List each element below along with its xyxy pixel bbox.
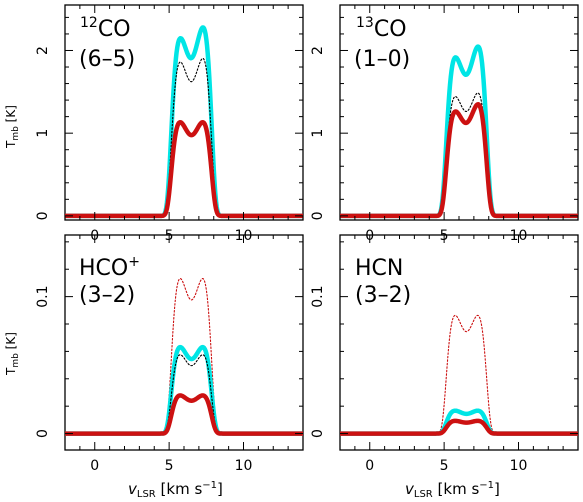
series-line-4: [65, 393, 303, 436]
series-line-3: [65, 119, 303, 219]
ticks-group: 0 5 10 0 0.1: [310, 235, 579, 474]
y-tick-label: 0.1: [35, 285, 51, 307]
y-tick-label: 0: [310, 211, 326, 220]
series-group: [65, 25, 303, 219]
x-tick-label: 5: [440, 458, 449, 474]
x-axis-label: vLSR [km s−1]: [405, 480, 500, 500]
series-line-2: [65, 57, 303, 217]
x-tick-label: 10: [510, 458, 528, 474]
series-line-3: [340, 418, 578, 436]
x-tick-label: 10: [235, 458, 253, 474]
transition-label: (3–2): [79, 283, 135, 308]
y-tick-label: 1: [310, 129, 326, 138]
molecule-label: 13CO: [356, 15, 407, 42]
transition-label: (6–5): [79, 47, 135, 72]
panel-hcn: 0 5 10 0 0.1 HCN (3–2) vLSR [km s−1]: [310, 234, 579, 500]
x-tick-label: 5: [165, 458, 174, 474]
y-tick-label: 2: [35, 46, 51, 55]
x-tick-label: 0: [90, 458, 99, 474]
series-line-2: [65, 344, 303, 436]
panel-hcoplus: 0 5 10 0 0.1 HCO+ (3–2) Tmb [K] vLSR [km s−1…: [4, 234, 304, 500]
series-line-1: [340, 314, 578, 435]
transition-label: (1–0): [354, 47, 410, 72]
y-tick-label: 1: [35, 129, 51, 138]
molecule-label: 12CO: [80, 15, 131, 42]
molecule-label: HCN: [355, 256, 403, 281]
y-tick-label: 0.1: [310, 285, 326, 307]
y-tick-label: 0: [310, 429, 326, 438]
transition-label: (3–2): [355, 283, 411, 308]
y-tick-label: 0: [35, 211, 51, 220]
y-tick-label: 2: [310, 46, 326, 55]
series-group: [65, 277, 303, 436]
ticks-group: 0 5 10 0 0.1: [35, 235, 304, 474]
y-tick-label: 0: [35, 429, 51, 438]
y-axis-label: Tmb [K]: [4, 332, 21, 376]
series-line-3: [65, 354, 303, 435]
molecule-label: HCO+: [79, 254, 140, 281]
y-axis-label: Tmb [K]: [4, 105, 21, 149]
series-group: [340, 44, 578, 219]
x-tick-label: 0: [365, 458, 374, 474]
x-axis-label: vLSR [km s−1]: [128, 480, 223, 500]
series-line-3: [340, 102, 578, 219]
series-group: [340, 314, 578, 436]
